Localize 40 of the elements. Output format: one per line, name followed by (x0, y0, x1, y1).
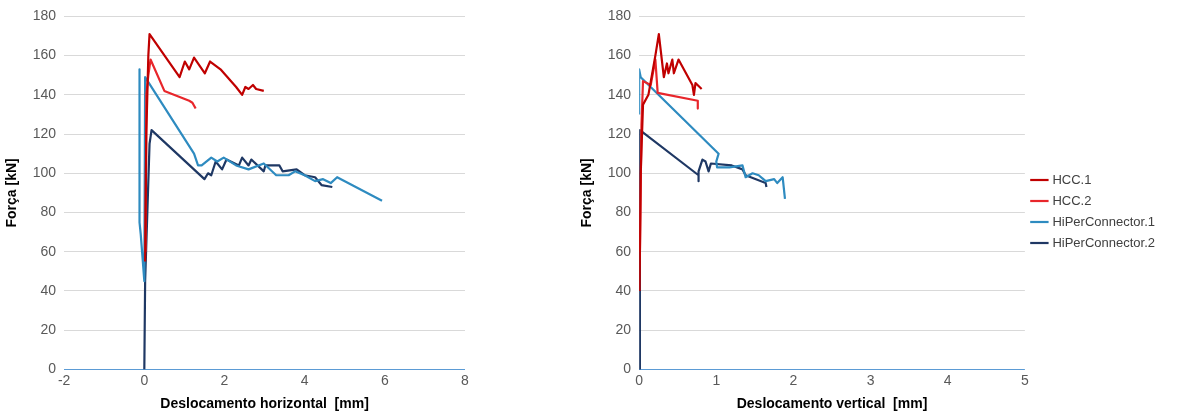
y-tick-label: 20 (615, 321, 632, 338)
y-tick-label: 60 (40, 242, 57, 259)
y-tick-label: 0 (48, 360, 57, 377)
x-tick-label: 0 (635, 371, 644, 388)
y-tick-label: 120 (32, 124, 57, 141)
x-axis-title: Deslocamento horizontal [mm] (160, 395, 369, 412)
x-tick-label: 5 (1020, 371, 1029, 388)
y-tick-label: 60 (615, 242, 632, 259)
y-tick-label: 180 (607, 7, 632, 24)
y-tick-label: 120 (607, 124, 632, 141)
y-tick-label: 40 (615, 281, 632, 298)
x-tick-label: 1 (712, 371, 721, 388)
y-tick-label: 80 (40, 203, 57, 220)
y-axis-title: Força [kN] (578, 158, 595, 228)
legend-label: HiPerConnector.2 (1052, 234, 1156, 250)
x-tick-label: 4 (943, 371, 952, 388)
y-tick-label: 100 (32, 164, 57, 181)
y-tick-label: 180 (32, 7, 57, 24)
x-tick-label: 0 (140, 371, 149, 388)
y-tick-label: 160 (607, 46, 632, 63)
y-tick-label: 20 (40, 321, 57, 338)
y-tick-label: 100 (607, 164, 632, 181)
y-tick-label: 140 (607, 85, 632, 102)
x-tick-label: 6 (380, 371, 389, 388)
y-tick-label: 140 (32, 85, 57, 102)
legend-label: HiPerConnector.1 (1052, 213, 1156, 229)
x-tick-label: 3 (866, 371, 875, 388)
y-axis-title: Força [kN] (3, 158, 20, 228)
x-tick-label: 8 (461, 371, 470, 388)
legend-label: HCC.1 (1052, 171, 1092, 187)
x-tick-label: 4 (300, 371, 309, 388)
x-axis-title: Deslocamento vertical [mm] (736, 395, 928, 412)
y-tick-label: 40 (40, 281, 57, 298)
y-tick-label: 0 (623, 360, 632, 377)
y-tick-label: 80 (615, 203, 632, 220)
x-tick-label: -2 (57, 371, 71, 388)
y-tick-label: 160 (32, 46, 57, 63)
x-tick-label: 2 (789, 371, 798, 388)
x-tick-label: 2 (220, 371, 229, 388)
legend-label: HCC.2 (1052, 192, 1092, 208)
